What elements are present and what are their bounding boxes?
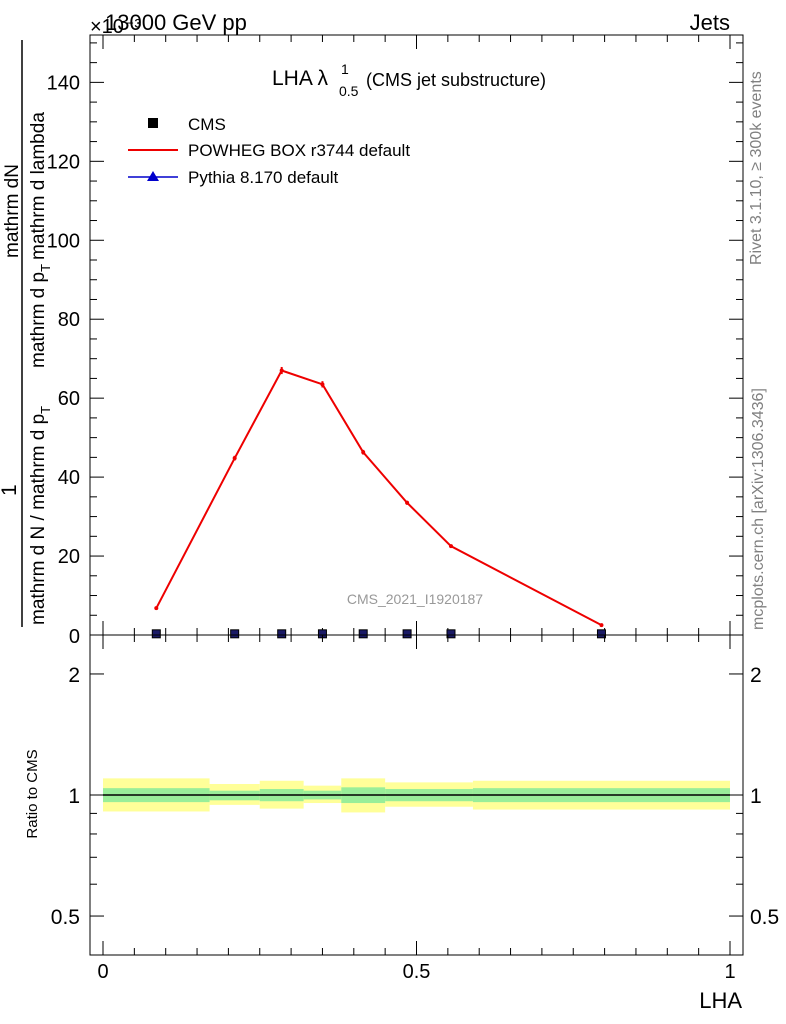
- powheg-point: [361, 450, 366, 455]
- ylabel-num-sub: T: [38, 406, 53, 414]
- cms-point: [596, 629, 606, 639]
- powheg-point: [320, 382, 325, 387]
- ylabel-top: 1: [0, 484, 21, 496]
- y-tick-zero: 0: [69, 626, 80, 648]
- y-tick-label: 100: [47, 230, 80, 252]
- title-main: LHA λ: [272, 67, 329, 90]
- ratio-y-tick-label-right: 0.5: [750, 906, 779, 929]
- title-rest: (CMS jet substructure): [366, 70, 546, 90]
- main-y-tick-labels: 20 40 60 80 100 120 140: [47, 72, 80, 568]
- ratio-ylabel: Ratio to CMS: [24, 749, 41, 838]
- cms-point: [402, 629, 412, 639]
- powheg-point: [232, 456, 237, 461]
- ratio-y-tick-label-right: 1: [750, 785, 762, 808]
- x-tick-label: 0: [97, 961, 108, 983]
- ratio-y-tick-label: 1: [68, 785, 80, 808]
- energy-label: 13000 GeV pp: [105, 10, 247, 35]
- main-plot-data: [151, 366, 606, 639]
- ratio-y-tick-label-right: 2: [750, 664, 762, 687]
- ylabel-denominator: mathrm d pTmathrm d lambda: [28, 112, 53, 368]
- ylabel-den2-text: mathrm d p: [28, 272, 49, 368]
- powheg-line: [155, 369, 602, 627]
- ratio-bands: [103, 778, 730, 813]
- legend-pythia-marker: [147, 171, 159, 181]
- ratio-tick-labels: 0.5 0.5 1 1 2 2 0 0.5 1: [51, 664, 779, 983]
- powheg-point: [599, 623, 604, 628]
- ylabel-numerator: mathrm d N / mathrm d pT: [28, 406, 53, 625]
- rivet-label: Rivet 3.1.10, ≥ 300k events: [748, 71, 765, 265]
- cms-point: [151, 629, 161, 639]
- exponent-label: ×10⁻³: [90, 16, 141, 38]
- cms-point: [358, 629, 368, 639]
- title-sup: 1: [341, 61, 349, 77]
- plot-title: LHA λ 1 0.5 (CMS jet substructure): [272, 61, 546, 99]
- ylabel-den2-sub: T: [38, 264, 53, 272]
- main-ylabel: 1 mathrm d N / mathrm d pT mathrm dN mat…: [0, 40, 53, 627]
- x-tick-label: 1: [724, 961, 735, 983]
- legend-cms-label: CMS: [188, 115, 226, 134]
- y-tick-label: 120: [47, 151, 80, 173]
- powheg-point: [448, 544, 453, 549]
- powheg-point: [405, 500, 410, 505]
- ylabel-num-text: mathrm d N / mathrm d p: [28, 414, 49, 625]
- ratio-y-tick-label: 0.5: [51, 906, 80, 929]
- ylabel-den3-text: mathrm d lambda: [28, 112, 49, 260]
- y-tick-label: 60: [58, 388, 80, 410]
- y-tick-label: 20: [58, 546, 80, 568]
- legend: CMS POWHEG BOX r3744 default Pythia 8.17…: [128, 115, 410, 187]
- x-tick-label: 0.5: [403, 961, 431, 983]
- x-axis-label: LHA: [699, 988, 742, 1013]
- cms-point: [277, 629, 287, 639]
- y-tick-label: 80: [58, 309, 80, 331]
- y-tick-label: 40: [58, 467, 80, 489]
- ratio-y-tick-label: 2: [68, 664, 80, 687]
- legend-cms-marker: [148, 118, 158, 128]
- legend-powheg-label: POWHEG BOX r3744 default: [188, 141, 410, 160]
- main-axis-ticks: [90, 35, 743, 636]
- title-sub: 0.5: [339, 83, 359, 99]
- cms-point: [446, 629, 456, 639]
- process-label: Jets: [690, 10, 730, 35]
- ratio-axis-ticks: [90, 635, 743, 955]
- legend-pythia-label: Pythia 8.170 default: [188, 168, 339, 187]
- powheg-point: [279, 368, 284, 373]
- y-tick-label: 140: [47, 72, 80, 94]
- source-label: mcplots.cern.ch [arXiv:1306.3436]: [750, 388, 767, 630]
- ylabel-den-dn: mathrm dN: [2, 164, 23, 258]
- powheg-point: [154, 606, 159, 611]
- cms-point: [230, 629, 240, 639]
- analysis-watermark: CMS_2021_I1920187: [347, 591, 483, 607]
